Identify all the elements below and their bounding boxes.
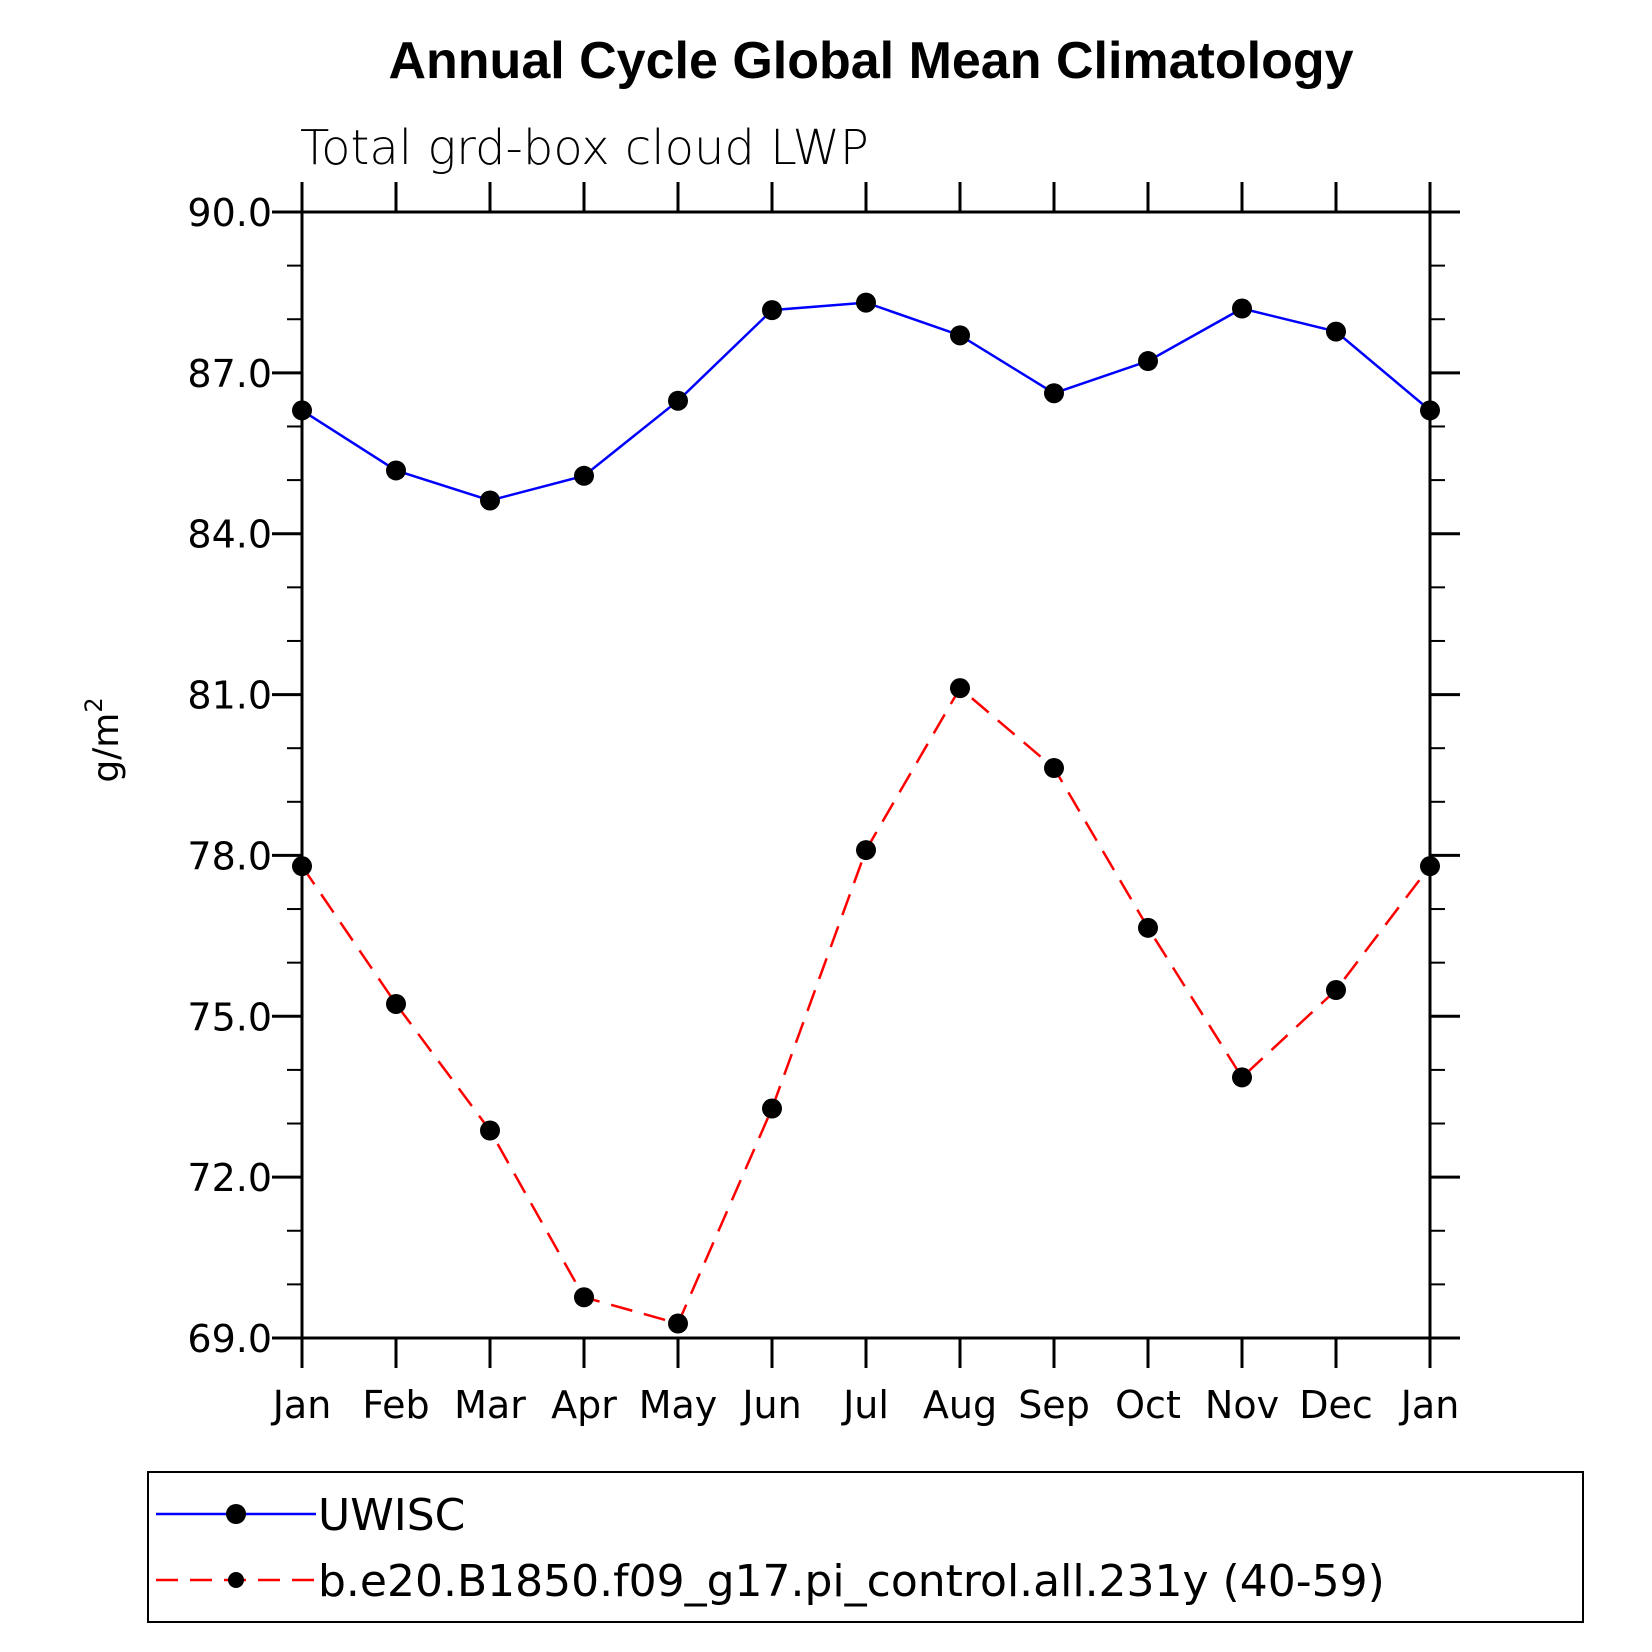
series-0-point	[856, 292, 876, 313]
y-tick-label: 69.0	[187, 1317, 272, 1361]
y-axis-title-base: g/m	[86, 713, 127, 783]
series-1-point	[386, 993, 406, 1014]
y-tick-label: 81.0	[187, 674, 272, 718]
series-0-point	[1138, 351, 1158, 372]
series-line-0	[301, 301, 1431, 502]
series-0-point	[1420, 400, 1440, 421]
chart-subtitle: Total grd-box cloud LWP	[300, 120, 869, 176]
legend: UWISC b.e20.B1850.f09_g17.pi_control.all.…	[147, 1471, 1584, 1623]
y-tick-label: 87.0	[187, 352, 272, 396]
series-1-point	[1232, 1067, 1252, 1088]
y-tick-label: 75.0	[187, 995, 272, 1039]
axes: 69.0 72.0 75.0 78.0 81.0 84.0 87.0 90.0 Jan Feb Ma…	[187, 182, 1460, 1427]
x-tick-label: Jan	[271, 1383, 332, 1427]
x-tick-label: Jul	[841, 1383, 889, 1427]
y-tick-label: 78.0	[187, 834, 272, 878]
series-1-point	[950, 678, 970, 699]
series-1-point	[292, 856, 312, 877]
y-axis-title-superscript: 2	[80, 697, 108, 712]
x-tick-label: Jan	[1399, 1383, 1460, 1427]
series-1-point	[762, 1098, 782, 1119]
series-1-point	[1138, 917, 1158, 938]
legend-marker-0	[226, 1504, 246, 1524]
series-0-point	[1326, 321, 1346, 342]
y-tick-label: 84.0	[187, 513, 272, 557]
series-1-point	[1326, 980, 1346, 1001]
series-1-point	[668, 1313, 688, 1334]
x-tick-label: Aug	[923, 1383, 997, 1427]
legend-label-1: b.e20.B1850.f09_g17.pi_control.all.231y …	[318, 1556, 1385, 1607]
plot-frame	[300, 210, 1432, 1340]
series-0-point	[292, 400, 312, 421]
series-1-point	[1044, 758, 1064, 779]
x-tick-label: May	[639, 1383, 718, 1427]
y-axis-title: g/m2	[80, 697, 127, 782]
x-tick-label: Nov	[1205, 1383, 1279, 1427]
series-0-point	[1232, 298, 1252, 319]
series-line-1	[300, 686, 1431, 1326]
series-0-point	[762, 300, 782, 321]
x-tick-label: Jun	[740, 1383, 801, 1427]
x-tick-label: Apr	[551, 1383, 617, 1427]
series-1-point	[480, 1120, 500, 1141]
series-1-point	[1420, 856, 1440, 877]
legend-marker-1	[228, 1572, 244, 1588]
y-tick-label: 72.0	[187, 1156, 272, 1200]
series-group	[292, 292, 1440, 1334]
series-0-point	[950, 325, 970, 346]
series-0-point	[386, 460, 406, 481]
series-1-point	[574, 1287, 594, 1308]
legend-box	[147, 1471, 1584, 1623]
x-tick-label: Oct	[1115, 1383, 1181, 1427]
x-tick-label: Dec	[1299, 1383, 1373, 1427]
series-1-point	[856, 840, 876, 861]
x-tick-label: Sep	[1018, 1383, 1090, 1427]
chart-title: Annual Cycle Global Mean Climatology	[388, 32, 1353, 90]
series-0-point	[668, 390, 688, 411]
series-0-point	[574, 465, 594, 486]
series-0-point	[1044, 383, 1064, 404]
x-tick-label: Mar	[454, 1383, 526, 1427]
y-tick-label: 90.0	[187, 191, 272, 235]
series-0-point	[480, 490, 500, 511]
legend-label-0: UWISC	[318, 1490, 465, 1541]
x-tick-label: Feb	[362, 1383, 429, 1427]
